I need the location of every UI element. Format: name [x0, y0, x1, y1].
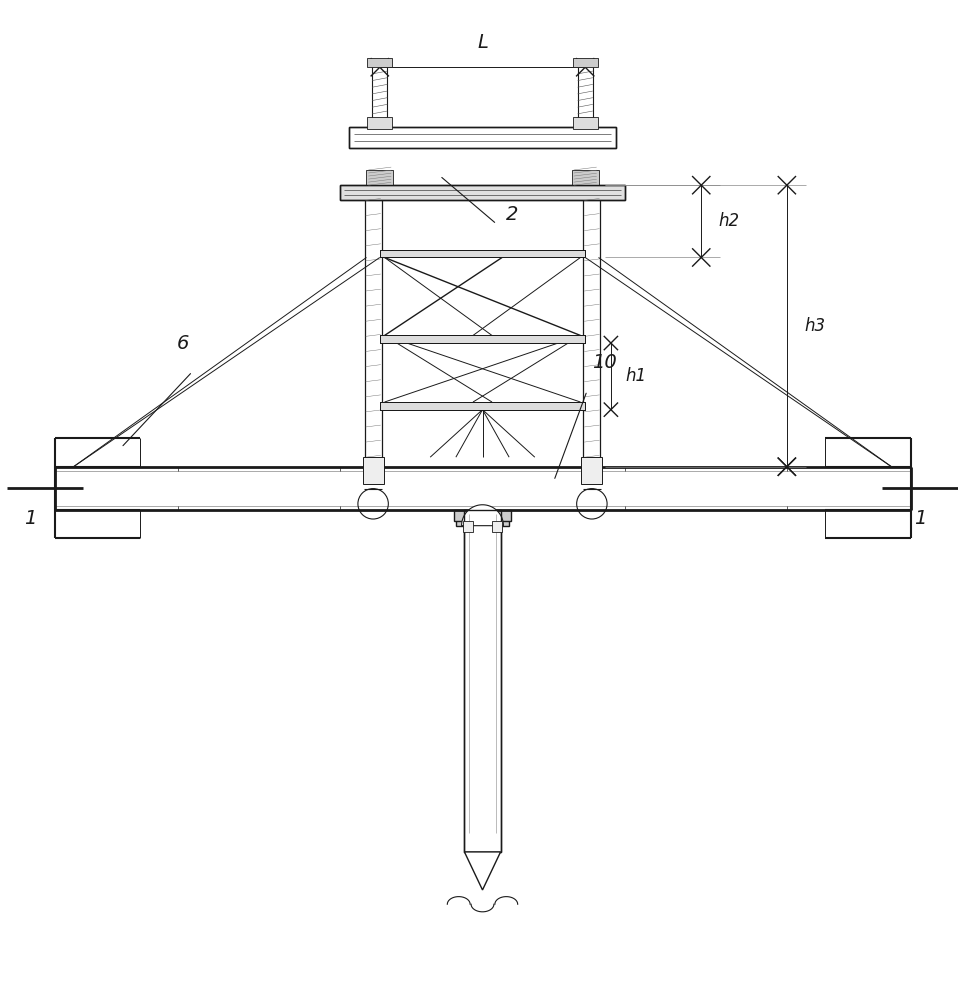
- Bar: [380, 335, 585, 343]
- Bar: [380, 335, 585, 343]
- Bar: [464, 510, 501, 852]
- Bar: [340, 185, 625, 200]
- Bar: [380, 250, 585, 257]
- Bar: [380, 402, 585, 410]
- Bar: [340, 185, 625, 200]
- Text: h2: h2: [718, 212, 739, 230]
- Text: 1: 1: [24, 509, 37, 528]
- Bar: [349, 127, 616, 148]
- Bar: [368, 58, 392, 67]
- Text: 1: 1: [914, 509, 926, 528]
- Bar: [380, 250, 585, 257]
- Bar: [582, 457, 602, 484]
- Bar: [380, 402, 585, 410]
- Polygon shape: [461, 505, 504, 526]
- Bar: [463, 521, 473, 532]
- Text: 2: 2: [507, 205, 518, 224]
- Bar: [573, 117, 597, 129]
- Text: h3: h3: [804, 317, 825, 335]
- Bar: [363, 457, 383, 484]
- Bar: [456, 514, 509, 526]
- Bar: [367, 170, 393, 185]
- Bar: [454, 510, 511, 521]
- Text: 10: 10: [592, 353, 617, 372]
- Text: L: L: [477, 33, 488, 52]
- Bar: [492, 521, 502, 532]
- Bar: [573, 58, 597, 67]
- Bar: [572, 170, 598, 185]
- Text: h1: h1: [625, 367, 647, 385]
- Polygon shape: [464, 852, 501, 890]
- Bar: [368, 117, 392, 129]
- Bar: [464, 510, 501, 852]
- Text: 6: 6: [177, 334, 189, 353]
- Bar: [349, 127, 616, 148]
